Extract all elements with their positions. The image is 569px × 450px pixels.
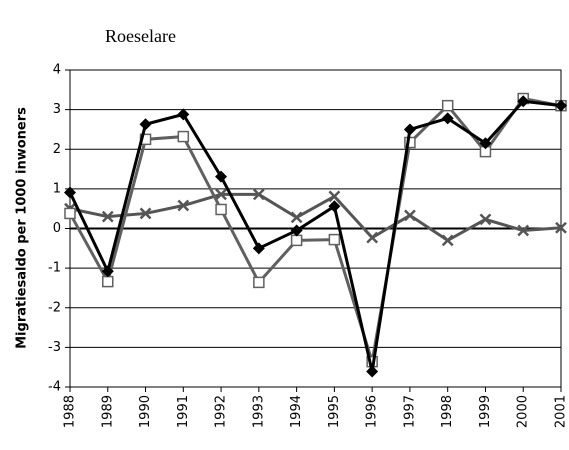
y-tick-label: -4 bbox=[48, 380, 61, 395]
x-tick-label: 1991 bbox=[176, 395, 191, 428]
y-tick-label: -3 bbox=[48, 340, 61, 355]
y-tick-label: -1 bbox=[48, 261, 61, 276]
x-tick-label: 1997 bbox=[402, 395, 417, 428]
y-axis-label: Migratiesaldo per 1000 inwoners bbox=[15, 107, 30, 349]
x-tick-label: 1999 bbox=[478, 395, 493, 428]
marker bbox=[215, 170, 228, 183]
marker bbox=[366, 365, 379, 378]
marker bbox=[517, 95, 530, 108]
x-tick-label: 1990 bbox=[138, 395, 153, 428]
series-line bbox=[68, 96, 562, 363]
y-tick-label: 1 bbox=[53, 181, 61, 196]
marker bbox=[404, 209, 416, 222]
marker bbox=[479, 137, 492, 150]
y-tick-label: 4 bbox=[53, 63, 61, 78]
marker bbox=[555, 221, 567, 234]
x-tick-label: 1988 bbox=[63, 395, 78, 428]
marker bbox=[328, 190, 341, 203]
marker bbox=[139, 118, 152, 131]
x-tick-label: 1995 bbox=[327, 395, 342, 428]
marker bbox=[253, 276, 265, 289]
x-tick-label: 2000 bbox=[516, 395, 531, 428]
x-tick-label: 1994 bbox=[289, 395, 304, 428]
marker bbox=[403, 123, 416, 136]
marker bbox=[64, 186, 76, 199]
marker bbox=[177, 108, 190, 121]
marker bbox=[177, 199, 190, 212]
y-tick-label: 0 bbox=[53, 221, 61, 236]
marker bbox=[101, 210, 114, 223]
marker bbox=[215, 203, 227, 216]
marker bbox=[479, 213, 492, 226]
marker bbox=[290, 234, 303, 247]
y-tick-label: -2 bbox=[48, 300, 61, 315]
x-tick-label: 1993 bbox=[251, 395, 266, 428]
marker bbox=[555, 99, 567, 112]
marker bbox=[215, 188, 227, 201]
marker bbox=[328, 200, 341, 213]
y-tick-label: 3 bbox=[53, 102, 61, 117]
marker bbox=[328, 233, 341, 246]
x-tick-label: 1998 bbox=[440, 395, 455, 428]
marker bbox=[517, 224, 530, 237]
marker bbox=[366, 231, 379, 244]
series-line bbox=[69, 192, 562, 243]
chart-title: Roeselare bbox=[105, 26, 176, 46]
marker bbox=[101, 265, 114, 278]
marker bbox=[252, 242, 265, 255]
y-tick-label: 2 bbox=[53, 142, 61, 157]
marker bbox=[177, 130, 190, 143]
marker bbox=[441, 112, 454, 125]
x-tick-label: 1989 bbox=[100, 395, 115, 428]
marker bbox=[252, 188, 265, 201]
x-tick-label: 2001 bbox=[554, 395, 569, 428]
marker bbox=[441, 234, 454, 247]
x-tick-label: 1992 bbox=[214, 395, 229, 428]
series-line bbox=[68, 99, 562, 372]
marker bbox=[441, 99, 454, 112]
marker bbox=[290, 224, 303, 237]
x-tick-label: 1996 bbox=[365, 395, 380, 428]
marker bbox=[64, 207, 76, 220]
marker bbox=[139, 207, 152, 220]
marker bbox=[102, 275, 114, 288]
marker bbox=[290, 211, 303, 224]
